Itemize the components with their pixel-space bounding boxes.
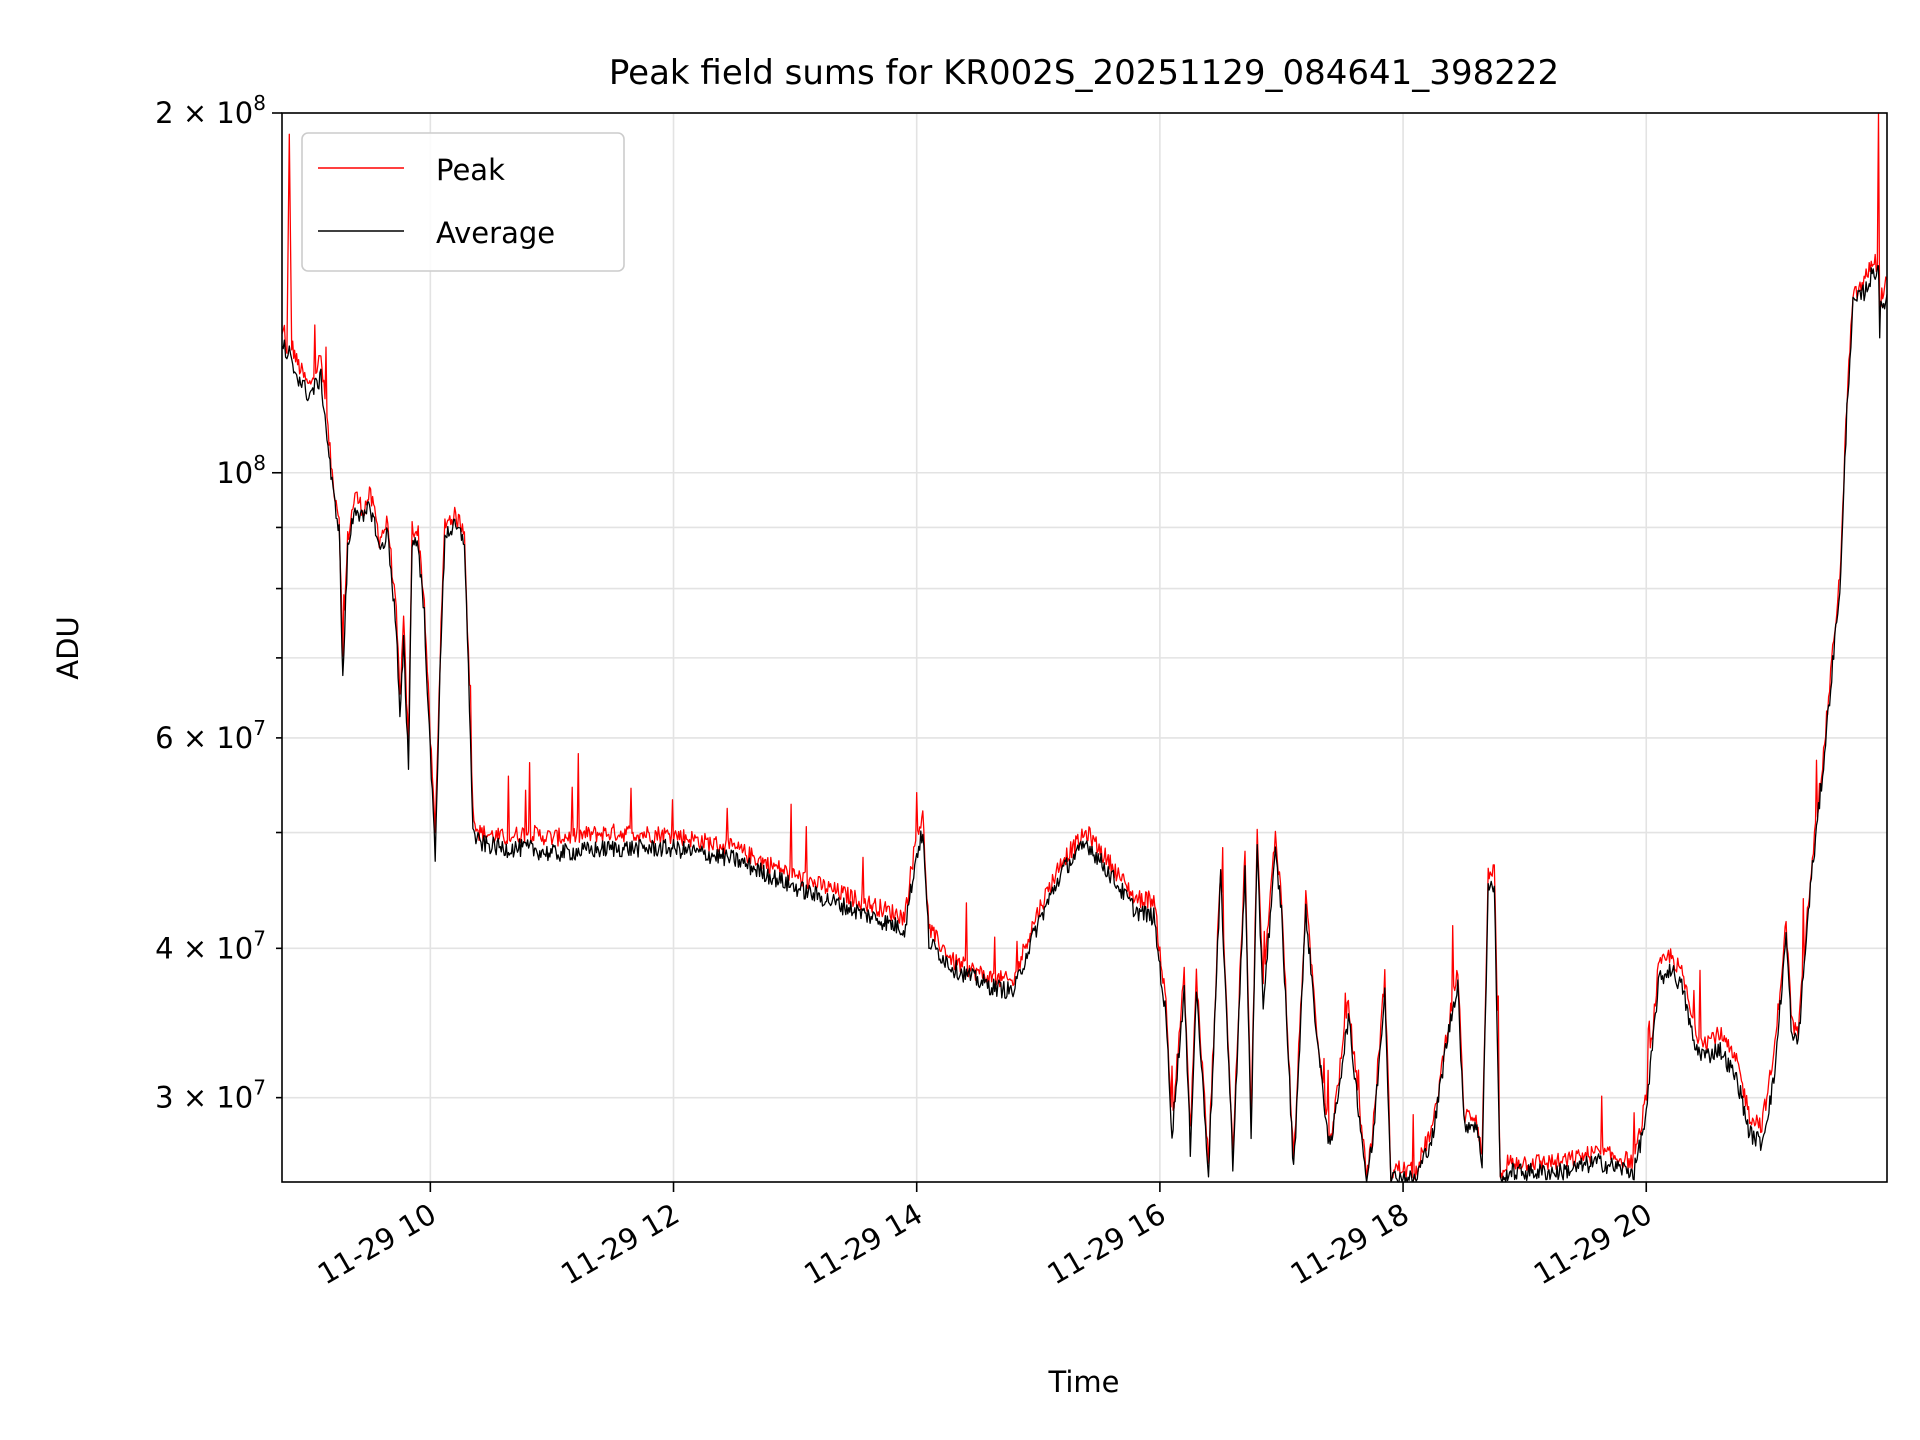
plot-frame	[281, 112, 1888, 1183]
y-tick-label: 6 × 107	[155, 716, 266, 755]
series-line-average	[281, 264, 1888, 1183]
legend: Peak Average	[301, 132, 625, 272]
y-axis-ticks: 2 × 108 108 6 × 107 4 × 107 3 × 107	[155, 91, 282, 1115]
legend-label-peak: Peak	[436, 153, 505, 187]
legend-label-average: Average	[436, 216, 555, 250]
series-layer	[281, 112, 1888, 1183]
y-tick-label: 2 × 108	[155, 91, 266, 130]
series-line-peak	[281, 112, 1888, 1182]
y-tick-label: 3 × 107	[155, 1076, 266, 1115]
y-tick-label: 4 × 107	[155, 926, 266, 965]
x-axis-label: Time	[1048, 1365, 1120, 1399]
chart-title: Peak field sums for KR002S_20251129_0846…	[609, 53, 1559, 93]
y-tick-label: 108	[216, 451, 266, 490]
y-axis-label: ADU	[51, 616, 85, 679]
